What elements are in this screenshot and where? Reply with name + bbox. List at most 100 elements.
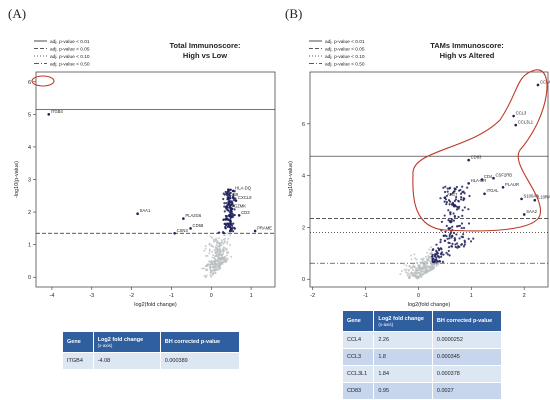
gene-point bbox=[216, 260, 219, 263]
gene-point bbox=[216, 265, 219, 268]
y-tick-label-a: 6 bbox=[28, 80, 31, 86]
gene-point bbox=[463, 192, 466, 195]
gene-point bbox=[423, 271, 426, 274]
gene-point bbox=[217, 231, 220, 234]
gene-point bbox=[413, 275, 416, 278]
labelled-gene-point-b bbox=[536, 83, 540, 87]
gene-point bbox=[223, 240, 226, 243]
gene-point bbox=[229, 218, 232, 221]
table-row: CCL4 2.26 0.0000252 bbox=[341, 331, 503, 349]
gene-point bbox=[205, 274, 208, 277]
gene-point bbox=[216, 251, 219, 254]
chart-subtitle-a: High vs Low bbox=[183, 51, 227, 60]
gene-point bbox=[221, 262, 224, 265]
gene-point bbox=[216, 258, 219, 261]
gene-label-a: HLA-DQ bbox=[235, 185, 252, 190]
gene-point bbox=[443, 239, 447, 242]
gene-point bbox=[407, 269, 410, 272]
gene-point bbox=[421, 261, 424, 264]
gene-point bbox=[212, 272, 215, 275]
gene-point bbox=[427, 254, 430, 257]
labelled-gene-point-a bbox=[237, 214, 241, 217]
gene-point bbox=[450, 245, 454, 248]
gene-point bbox=[231, 230, 235, 233]
gene-point bbox=[405, 264, 408, 267]
table-b: Gene Log2 fold change (x-axis) BH correct… bbox=[341, 310, 503, 400]
gene-point bbox=[431, 255, 434, 258]
table-cell: -4.08 bbox=[92, 352, 161, 370]
gene-point bbox=[226, 194, 229, 197]
gene-point bbox=[455, 208, 459, 211]
gene-label-a: CD58 bbox=[193, 223, 204, 228]
gene-point bbox=[227, 202, 230, 205]
table-a-header-fold: Log2 fold change (x-axis) bbox=[92, 331, 161, 353]
gene-point bbox=[233, 226, 236, 230]
gene-point bbox=[453, 190, 456, 193]
gene-point bbox=[413, 271, 416, 274]
gene-label-b: CD83 bbox=[471, 155, 482, 160]
gene-point bbox=[211, 250, 214, 253]
gene-point bbox=[438, 259, 441, 263]
gene-point bbox=[437, 247, 440, 250]
gene-point bbox=[218, 242, 221, 245]
x-tick-label-b: -1 bbox=[363, 293, 368, 299]
gene-point bbox=[223, 193, 226, 196]
gene-point bbox=[447, 249, 450, 253]
labelled-gene-point-a bbox=[47, 113, 51, 116]
y-axis-label-b: -log10(p-value) bbox=[288, 161, 294, 198]
gene-point bbox=[225, 248, 228, 251]
gene-point bbox=[463, 197, 466, 200]
gene-point bbox=[422, 266, 425, 269]
labelled-gene-point-b bbox=[522, 213, 526, 216]
table-cell: 2.26 bbox=[373, 331, 433, 349]
gene-point bbox=[408, 265, 411, 268]
gene-point bbox=[219, 253, 222, 256]
gene-point bbox=[457, 207, 460, 210]
gene-point bbox=[209, 273, 212, 276]
gene-point bbox=[459, 198, 463, 201]
gene-point bbox=[211, 269, 214, 272]
gene-point bbox=[440, 251, 444, 254]
gene-point bbox=[455, 195, 458, 199]
legend-label-a: adj. p-value < 0.50 bbox=[50, 62, 90, 68]
gene-point bbox=[414, 257, 417, 260]
table-cell: CD83 bbox=[341, 382, 375, 400]
gene-point bbox=[215, 246, 218, 249]
labelled-gene-point-a bbox=[234, 199, 238, 202]
labelled-gene-point-a bbox=[230, 207, 234, 211]
gene-label-b: CD4 bbox=[484, 174, 493, 179]
gene-point bbox=[418, 275, 421, 278]
gene-point bbox=[423, 265, 426, 268]
gene-point bbox=[454, 245, 457, 249]
gene-point bbox=[231, 196, 234, 199]
table-cell: 1.8 bbox=[373, 348, 433, 366]
gene-point bbox=[418, 265, 421, 268]
gene-point bbox=[209, 268, 212, 271]
gene-point bbox=[439, 197, 442, 200]
gene-point bbox=[222, 242, 225, 245]
gene-label-b: ITGAL bbox=[487, 188, 500, 193]
gene-point bbox=[435, 250, 438, 254]
gene-point bbox=[445, 194, 448, 198]
gene-point bbox=[467, 237, 470, 240]
gene-point bbox=[448, 203, 451, 206]
gene-point bbox=[440, 255, 443, 258]
gene-label-a: PRAME bbox=[257, 225, 272, 230]
gene-point bbox=[223, 222, 227, 225]
table-cell: ITGB4 bbox=[62, 352, 94, 370]
gene-label-a: CXCL9 bbox=[238, 195, 252, 200]
gene-point bbox=[451, 235, 454, 238]
x-tick-label-b: 0 bbox=[417, 293, 420, 299]
gene-points-a bbox=[201, 188, 237, 279]
gene-point bbox=[405, 268, 408, 271]
gene-point bbox=[448, 245, 451, 249]
gene-point bbox=[226, 222, 229, 225]
gene-point bbox=[208, 252, 211, 255]
gene-point bbox=[431, 266, 434, 269]
gene-point bbox=[234, 197, 237, 200]
gene-point bbox=[229, 213, 232, 216]
y-tick-label-a: 2 bbox=[28, 210, 31, 216]
x-tick-label-b: 1 bbox=[470, 293, 473, 299]
table-a-header-p: BH corrected p-value bbox=[159, 331, 241, 353]
chart-subtitle-b: High vs Altered bbox=[440, 51, 495, 60]
